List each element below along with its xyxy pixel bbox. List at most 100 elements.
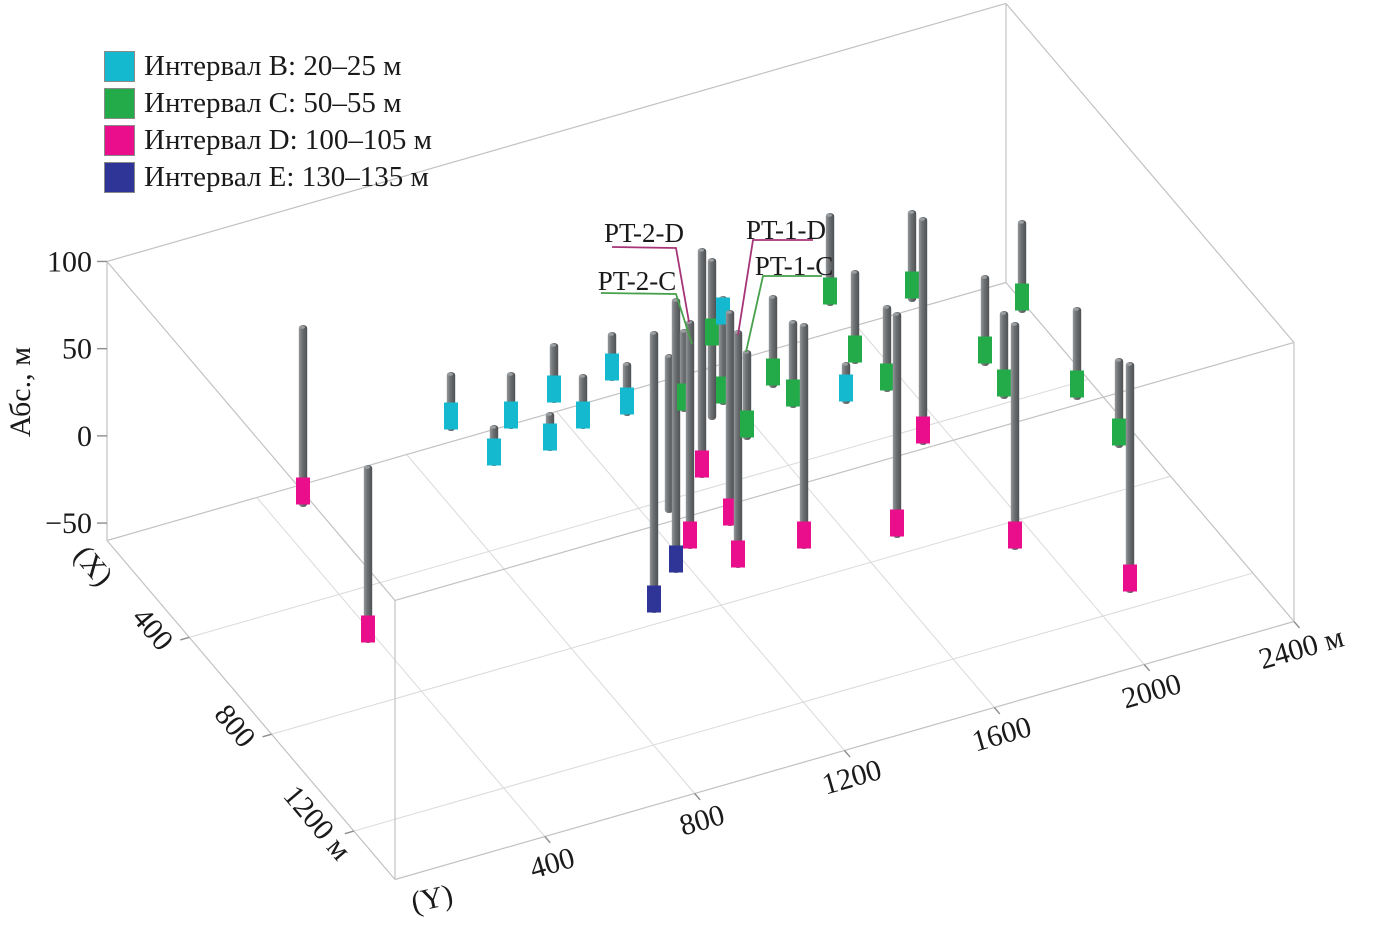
well	[296, 325, 310, 507]
interval-segment-C	[740, 410, 754, 438]
annotation-label-PT-1-C: PT-1-C	[755, 251, 834, 281]
box-edge	[106, 2, 1007, 263]
well	[880, 305, 894, 392]
interval-segment-B	[839, 374, 853, 402]
interval-segment-D	[695, 450, 709, 478]
well	[1070, 307, 1084, 400]
x-tick-label: 400	[125, 601, 179, 657]
x-tick-mark	[180, 636, 190, 641]
y-tick-mark	[694, 793, 701, 801]
well	[848, 270, 862, 364]
well	[695, 248, 709, 478]
well-top-cap	[908, 210, 914, 214]
interval-segment-B	[487, 438, 501, 466]
y-tick-label: 800	[676, 798, 728, 842]
well-top-cap	[743, 350, 749, 354]
well-top-cap	[490, 425, 496, 429]
well-top-cap	[665, 354, 671, 358]
well	[620, 362, 634, 416]
well-top-cap	[686, 320, 692, 324]
well-bar	[685, 320, 695, 549]
interval-segment-C	[705, 318, 719, 346]
well-top-cap	[1115, 358, 1121, 362]
interval-segment-D	[1008, 521, 1022, 549]
well-top-cap	[546, 412, 552, 416]
well	[978, 275, 992, 366]
y-tick-mark	[843, 750, 851, 758]
interval-segment-C	[1070, 370, 1084, 398]
well-top-cap	[507, 372, 513, 376]
interval-segment-B	[504, 401, 518, 429]
well	[723, 310, 737, 526]
interval-segment-D	[361, 615, 375, 643]
well-top-cap	[608, 332, 614, 336]
well	[766, 295, 780, 388]
well-top-cap	[672, 298, 678, 302]
well	[997, 311, 1011, 399]
box-edge	[106, 281, 1007, 542]
well	[504, 372, 518, 429]
well	[905, 210, 919, 302]
x-tick-label: 800	[208, 698, 262, 754]
y-tick-mark	[993, 707, 1001, 715]
well	[683, 320, 697, 549]
well-top-cap	[447, 372, 453, 376]
grid-line-y	[556, 411, 845, 751]
grid-line-y	[256, 497, 546, 837]
interval-segment-C	[823, 277, 837, 305]
legend-label-B: Интервал B: 20–25 м	[144, 50, 402, 82]
well	[547, 343, 561, 403]
well-top-cap	[893, 312, 899, 316]
well-top-cap	[842, 362, 848, 366]
well-bar	[697, 248, 707, 478]
y-tick-mark	[1293, 621, 1301, 629]
legend-label-E: Интервал E: 130–135 м	[144, 161, 429, 193]
well	[487, 425, 501, 466]
well	[1123, 362, 1137, 593]
annotation-leader-PT-2-C	[600, 292, 693, 345]
grid-line-y	[855, 325, 1145, 665]
z-tick-label: 100	[47, 245, 92, 278]
interval-segment-C	[1015, 283, 1029, 311]
well-bar	[671, 298, 681, 573]
well	[1112, 358, 1126, 448]
y-tick-label: 1600	[968, 710, 1035, 758]
well-bar	[1125, 362, 1135, 593]
box-edge	[1005, 3, 1295, 343]
well-top-cap	[680, 329, 686, 333]
well	[839, 362, 853, 404]
legend-swatch-E	[104, 161, 135, 193]
well	[664, 354, 674, 513]
well	[890, 312, 904, 538]
interval-segment-B	[620, 387, 634, 415]
interval-segment-D	[683, 521, 697, 549]
interval-segment-D	[723, 498, 737, 526]
well	[1008, 322, 1022, 550]
well	[647, 331, 661, 613]
well-top-cap	[789, 320, 795, 324]
box-edge	[106, 540, 396, 880]
well	[605, 332, 619, 381]
y-tick-mark	[544, 836, 551, 844]
interval-segment-E	[647, 585, 661, 613]
well-top-cap	[1000, 311, 1006, 315]
x-axis-label: (X)	[67, 539, 119, 592]
interval-segment-B	[543, 423, 557, 451]
interval-segment-B	[576, 401, 590, 429]
interval-segment-C	[1112, 418, 1126, 446]
well-bar	[799, 323, 809, 549]
well-top-cap	[981, 275, 987, 279]
legend-item-B: Интервал B: 20–25 м	[104, 50, 432, 82]
well	[740, 350, 754, 440]
legend-item-C: Интервал C: 50–55 м	[104, 87, 432, 119]
well-top-cap	[769, 295, 775, 299]
box-edge	[1005, 282, 1295, 622]
interval-segment-D	[797, 521, 811, 549]
well	[1015, 220, 1029, 313]
z-tick-label: 0	[77, 420, 92, 453]
y-tick-label: 2000	[1118, 667, 1185, 715]
well	[576, 374, 590, 429]
legend-swatch-D	[104, 124, 135, 156]
annotation-label-PT-2-C: PT-2-C	[598, 266, 677, 296]
